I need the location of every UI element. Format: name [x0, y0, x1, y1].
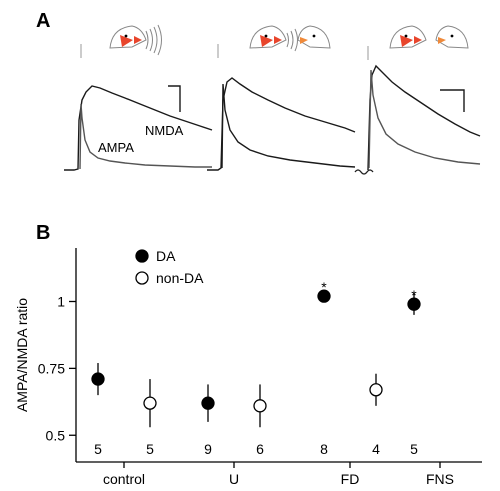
- significance-marker: *: [321, 279, 327, 295]
- significance-marker: *: [411, 287, 417, 303]
- x-tick-label: U: [229, 471, 239, 487]
- legend-label: DA: [156, 248, 176, 264]
- y-tick-label: 0.5: [46, 427, 66, 443]
- bird-female-only-icon: [389, 25, 469, 49]
- bird-directed-song-icon: [249, 25, 331, 52]
- panel-b-letter: B: [36, 222, 50, 244]
- x-ticks: control U FD FNS: [103, 462, 454, 487]
- legend: DA non-DA: [135, 248, 204, 286]
- legend-marker: [135, 271, 149, 285]
- y-tick-label: 0.75: [38, 360, 65, 376]
- non-da-point: [253, 399, 267, 413]
- n-label: 8: [320, 441, 328, 457]
- ampa-label: AMPA: [98, 140, 134, 155]
- n-label: 5: [94, 441, 102, 457]
- traces-control: NMDA AMPA: [64, 44, 213, 171]
- x-tick-label: control: [103, 471, 145, 487]
- n-label: 9: [204, 441, 212, 457]
- da-point: [317, 289, 331, 303]
- ratio-chart: AMPA/NMDA ratio 0.5 0.75 1 control U FD FNS *…: [14, 248, 482, 487]
- chart-marks: **: [91, 279, 421, 428]
- non-da-point: [143, 396, 157, 410]
- x-tick-label: FNS: [426, 471, 454, 487]
- n-label: 4: [372, 441, 380, 457]
- non-da-point: [369, 383, 383, 397]
- y-axis-label: AMPA/NMDA ratio: [14, 298, 30, 412]
- traces-directed: [207, 44, 356, 171]
- bird-singing-icon: [109, 24, 162, 56]
- da-point: [91, 372, 105, 386]
- y-ticks: 0.5 0.75 1: [38, 294, 76, 443]
- n-labels: 5 9 8 5 5 6 4: [94, 441, 418, 457]
- nmda-label: NMDA: [145, 123, 184, 138]
- n-label: 6: [256, 441, 264, 457]
- n-label: 5: [410, 441, 418, 457]
- x-tick-label: FD: [341, 471, 360, 487]
- y-tick-label: 1: [57, 294, 65, 310]
- da-point: [407, 297, 421, 311]
- panel-a-letter: A: [36, 10, 50, 32]
- n-label: 5: [146, 441, 154, 457]
- legend-marker: [135, 249, 149, 263]
- legend-label: non-DA: [156, 270, 204, 286]
- traces-female: [354, 46, 481, 175]
- da-point: [201, 396, 215, 410]
